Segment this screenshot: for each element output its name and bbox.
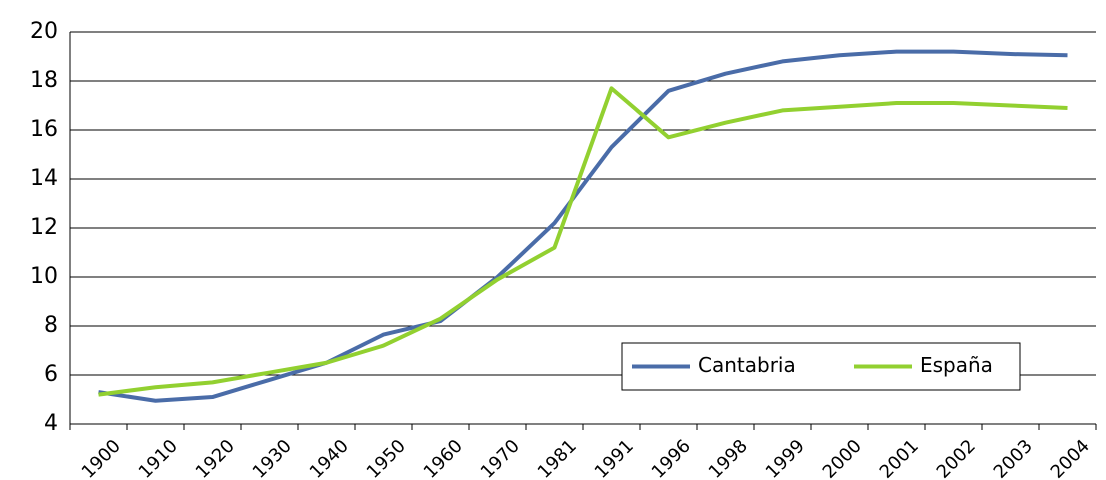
y-tick-label: 18 xyxy=(30,68,58,93)
x-tick-label: 1920 xyxy=(192,436,239,480)
x-tick-label: 1910 xyxy=(135,436,182,480)
legend-label: España xyxy=(920,353,993,377)
x-tick-label: 2001 xyxy=(876,436,923,480)
y-tick-label: 10 xyxy=(30,264,58,289)
x-tick-label: 1970 xyxy=(477,436,524,480)
legend-label: Cantabria xyxy=(698,353,796,377)
x-tick-label: 1998 xyxy=(705,436,752,480)
x-tick-label: 1996 xyxy=(648,436,695,480)
x-tick-label: 1900 xyxy=(78,436,125,480)
x-tick-label: 1960 xyxy=(420,436,467,480)
y-tick-label: 6 xyxy=(44,362,58,387)
x-tick-label: 1930 xyxy=(249,436,296,480)
y-tick-label: 12 xyxy=(30,215,58,240)
y-tick-label: 16 xyxy=(30,117,58,142)
x-tick-label: 1940 xyxy=(306,436,353,480)
x-tick-label: 1981 xyxy=(534,436,581,480)
y-tick-label: 4 xyxy=(44,411,58,436)
y-tick-label: 20 xyxy=(30,19,58,44)
y-tick-label: 8 xyxy=(44,313,58,338)
series-line xyxy=(98,86,1068,397)
series-line xyxy=(98,49,1068,403)
x-tick-label: 2002 xyxy=(933,436,980,480)
x-tick-label: 2004 xyxy=(1047,436,1094,480)
y-tick-label: 14 xyxy=(30,166,58,191)
x-tick-label: 1999 xyxy=(762,436,809,480)
x-tick-label: 1991 xyxy=(591,436,638,480)
x-tick-label: 2003 xyxy=(990,436,1037,480)
x-tick-label: 2000 xyxy=(819,436,866,480)
x-tick-label: 1950 xyxy=(363,436,410,480)
